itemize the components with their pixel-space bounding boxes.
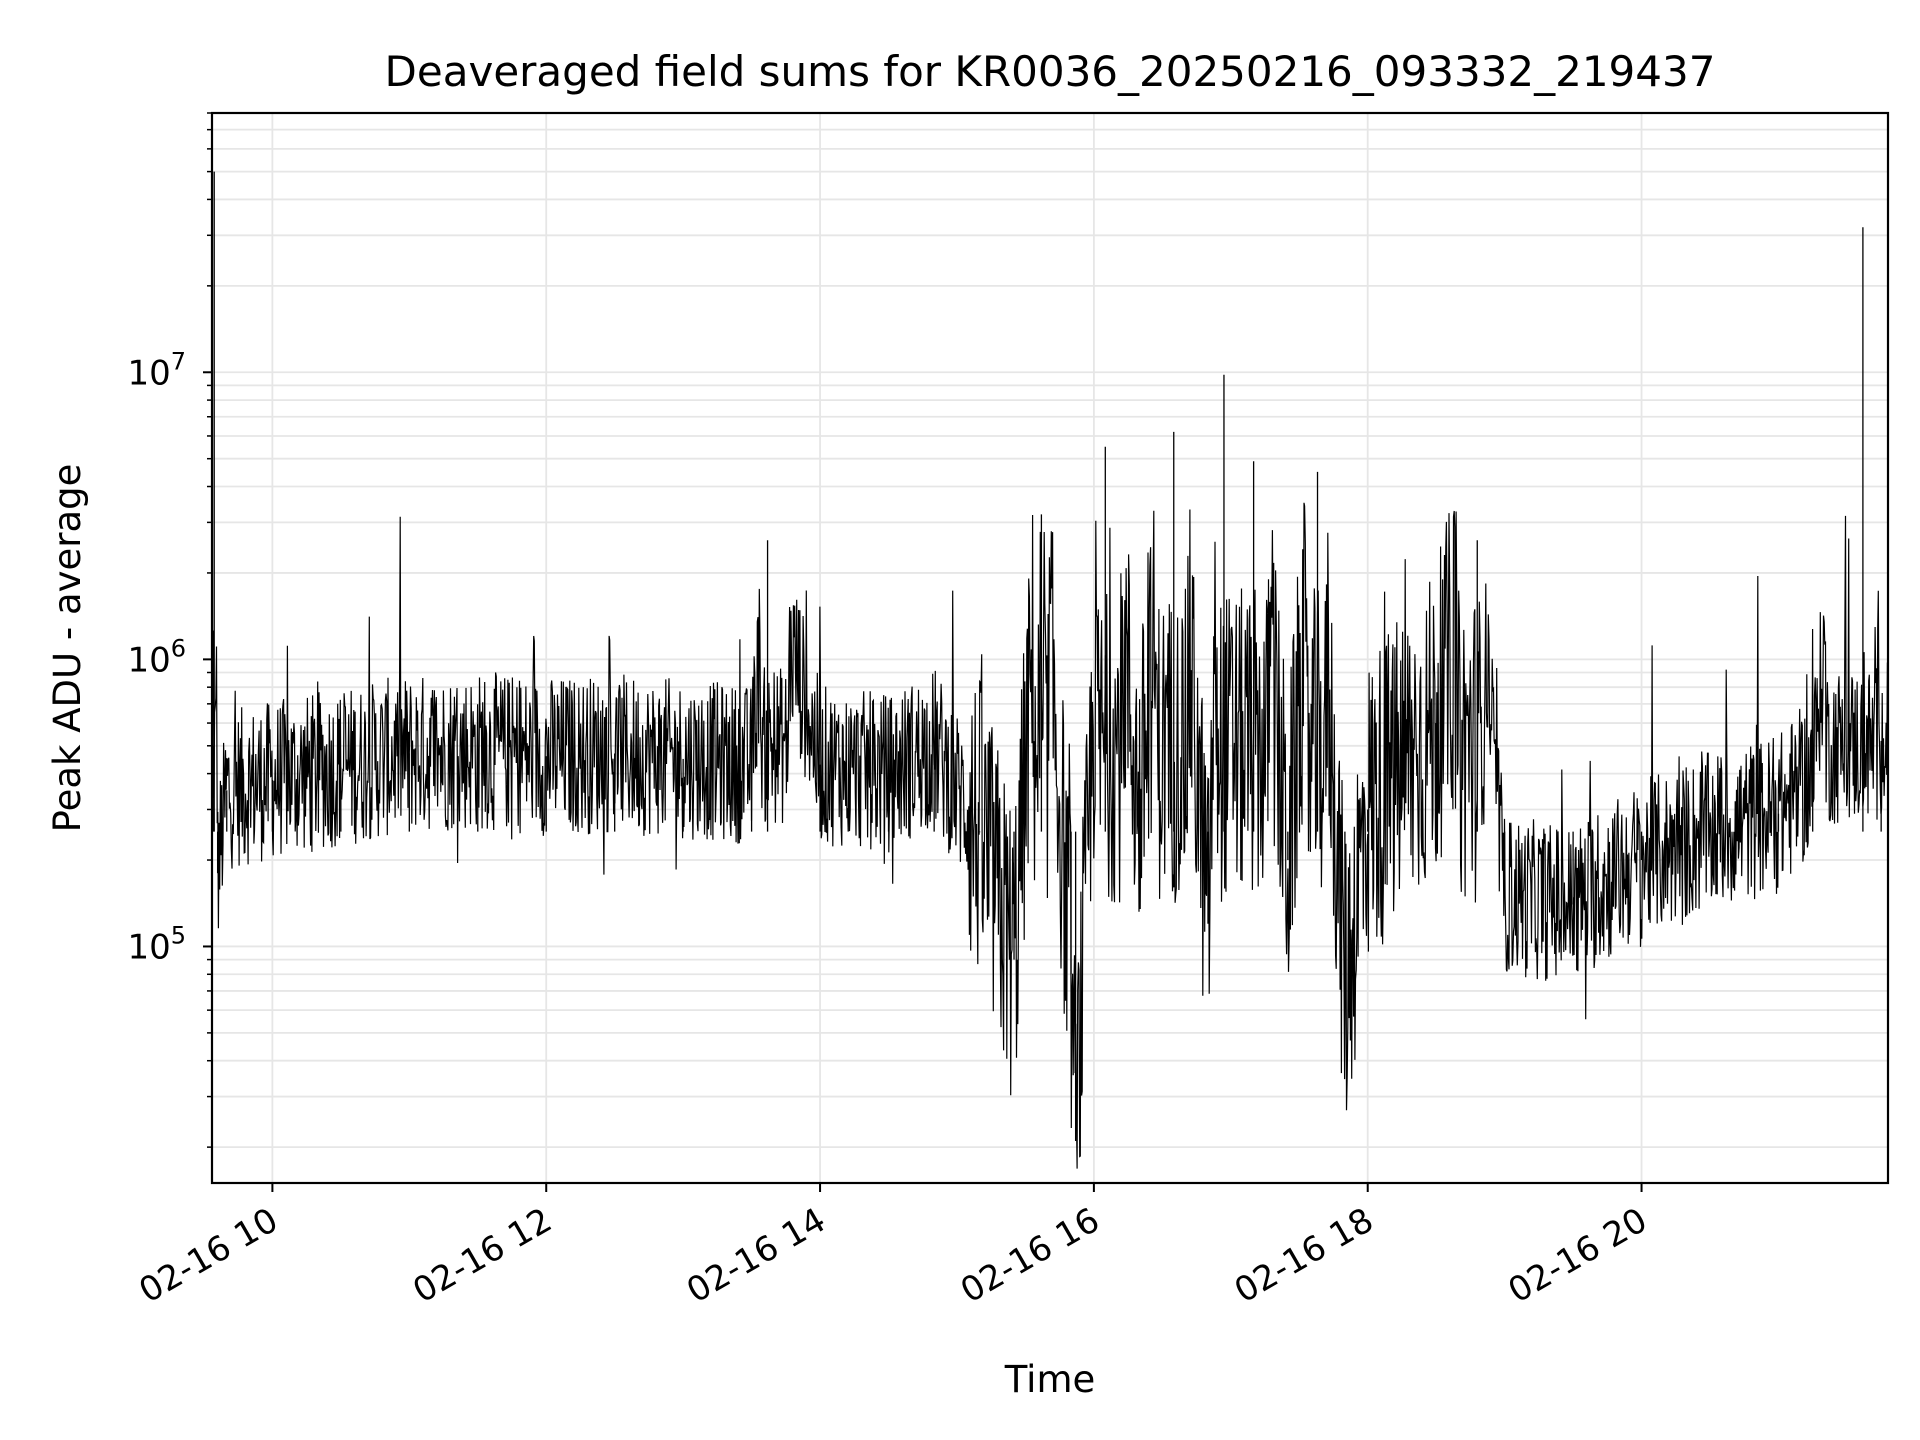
y-tick-base: 10 bbox=[127, 640, 170, 680]
plot-frame bbox=[210, 111, 1890, 1185]
y-tick-label: 105 bbox=[127, 921, 186, 967]
chart-title: Deaveraged field sums for KR0036_2025021… bbox=[385, 47, 1716, 96]
y-tick-label: 107 bbox=[127, 347, 186, 393]
data-series bbox=[211, 171, 1889, 1169]
y-tick-base: 10 bbox=[127, 927, 170, 967]
y-tick-exponent: 5 bbox=[171, 921, 186, 949]
x-axis-label: Time bbox=[1004, 1358, 1096, 1401]
y-tick-exponent: 6 bbox=[171, 634, 186, 662]
gridlines bbox=[212, 112, 1888, 1183]
y-tick-base: 10 bbox=[127, 353, 170, 393]
y-tick-label: 106 bbox=[127, 634, 186, 680]
y-axis-label: Peak ADU - average bbox=[46, 464, 89, 833]
y-tick-exponent: 7 bbox=[171, 347, 186, 375]
series-line bbox=[211, 502, 1889, 1169]
